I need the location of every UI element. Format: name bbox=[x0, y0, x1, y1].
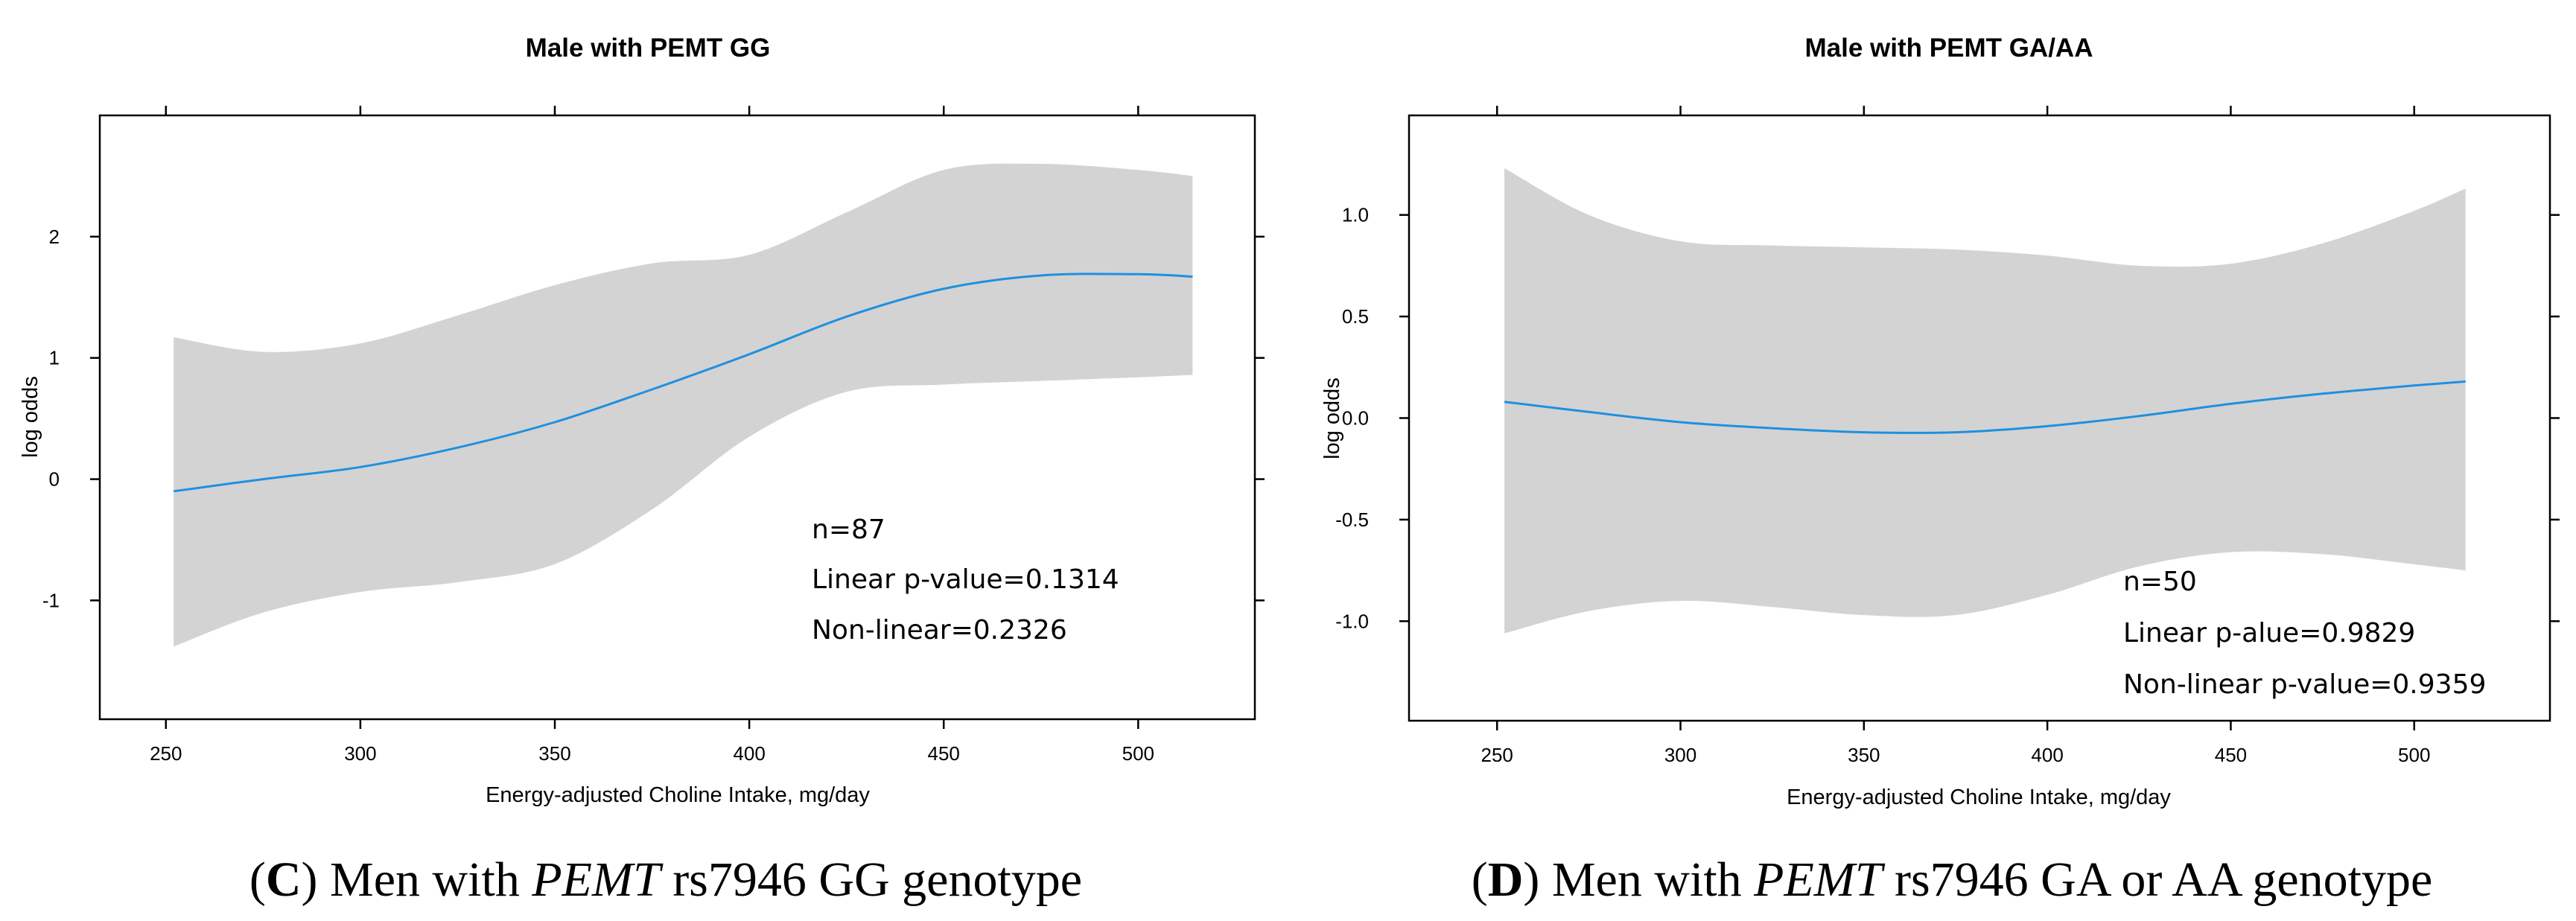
annotation-linear-p: Linear p-value=0.1314 bbox=[812, 564, 1119, 595]
figure-caption: (D) Men with PEMT rs7946 GA or AA genoty… bbox=[1472, 853, 2433, 907]
x-tick-label: 250 bbox=[1481, 744, 1513, 766]
annotation-linear-p: Linear p-alue=0.9829 bbox=[2123, 618, 2415, 648]
y-tick-label: -1.0 bbox=[1335, 610, 1369, 632]
annotation-n: n=50 bbox=[2123, 567, 2197, 597]
y-tick-label: -1 bbox=[42, 589, 60, 611]
ticks-layer: 250 300 350 400 450 500 -1.0 -0.5 0.0 0.5 1.0 bbox=[1335, 106, 2560, 766]
x-axis-label: Energy-adjusted Choline Intake, mg/day bbox=[486, 783, 870, 807]
x-tick-label: 300 bbox=[1664, 744, 1696, 766]
x-tick-label: 400 bbox=[2031, 744, 2063, 766]
y-tick-label: 2 bbox=[49, 226, 60, 248]
caption-suffix: rs7946 GG genotype bbox=[661, 853, 1082, 907]
x-tick-label: 500 bbox=[1122, 742, 1154, 765]
annotation-n: n=87 bbox=[812, 514, 885, 545]
y-axis-label: log odds bbox=[1320, 377, 1344, 459]
caption-gene: PEMT bbox=[531, 853, 664, 907]
confidence-band bbox=[174, 163, 1193, 647]
y-axis-label: log odds bbox=[19, 376, 42, 458]
x-tick-label: 300 bbox=[344, 742, 376, 765]
caption-gene: PEMT bbox=[1753, 853, 1886, 907]
caption-prefix: Men with bbox=[330, 853, 532, 907]
confidence-band bbox=[1504, 168, 2466, 634]
chart-title: Male with PEMT GG bbox=[526, 34, 771, 63]
x-tick-label: 350 bbox=[538, 742, 570, 765]
caption-letter: C bbox=[266, 853, 302, 907]
x-tick-label: 350 bbox=[1848, 744, 1880, 766]
chart-title: Male with PEMT GA/AA bbox=[1805, 34, 2093, 63]
y-tick-label: 0 bbox=[49, 468, 60, 491]
plot-frame bbox=[98, 114, 1256, 721]
y-tick-label: -0.5 bbox=[1335, 509, 1369, 531]
y-tick-label: 0.0 bbox=[1342, 407, 1369, 430]
y-tick-label: 1.0 bbox=[1342, 204, 1369, 226]
x-tick-label: 400 bbox=[733, 742, 765, 765]
y-tick-label: 1 bbox=[49, 347, 60, 369]
y-tick-label: 0.5 bbox=[1342, 305, 1369, 328]
x-tick-label: 250 bbox=[150, 742, 182, 765]
panel-d: Male with PEMT GA/AA 250 300 350 400 450 500 -… bbox=[1320, 34, 2560, 907]
log-odds-curve bbox=[173, 273, 1193, 493]
caption-letter: D bbox=[1488, 853, 1524, 907]
confidence-band-layer bbox=[174, 163, 1193, 647]
log-odds-curve bbox=[1504, 380, 2466, 434]
confidence-band-layer bbox=[1504, 168, 2466, 634]
caption-suffix: rs7946 GA or AA genotype bbox=[1883, 853, 2433, 907]
annotation-nonlinear: Non-linear=0.2326 bbox=[812, 615, 1067, 646]
x-tick-label: 450 bbox=[928, 742, 960, 765]
caption-prefix: Men with bbox=[1552, 853, 1754, 907]
figure-caption: (C) Men with PEMT rs7946 GG genotype bbox=[249, 853, 1082, 907]
x-tick-label: 500 bbox=[2398, 744, 2430, 766]
annotation-nonlinear: Non-linear p-value=0.9359 bbox=[2123, 669, 2486, 700]
curve-layer bbox=[1504, 380, 2466, 434]
panel-c: Male with PEMT GG 250 300 350 400 450 500 -1 0 1… bbox=[19, 34, 1265, 907]
ticks-layer: 250 300 350 400 450 500 -1 0 1 2 bbox=[42, 106, 1265, 765]
x-axis-label: Energy-adjusted Choline Intake, mg/day bbox=[1787, 785, 2171, 809]
curve-layer bbox=[173, 273, 1193, 493]
x-tick-label: 450 bbox=[2215, 744, 2247, 766]
